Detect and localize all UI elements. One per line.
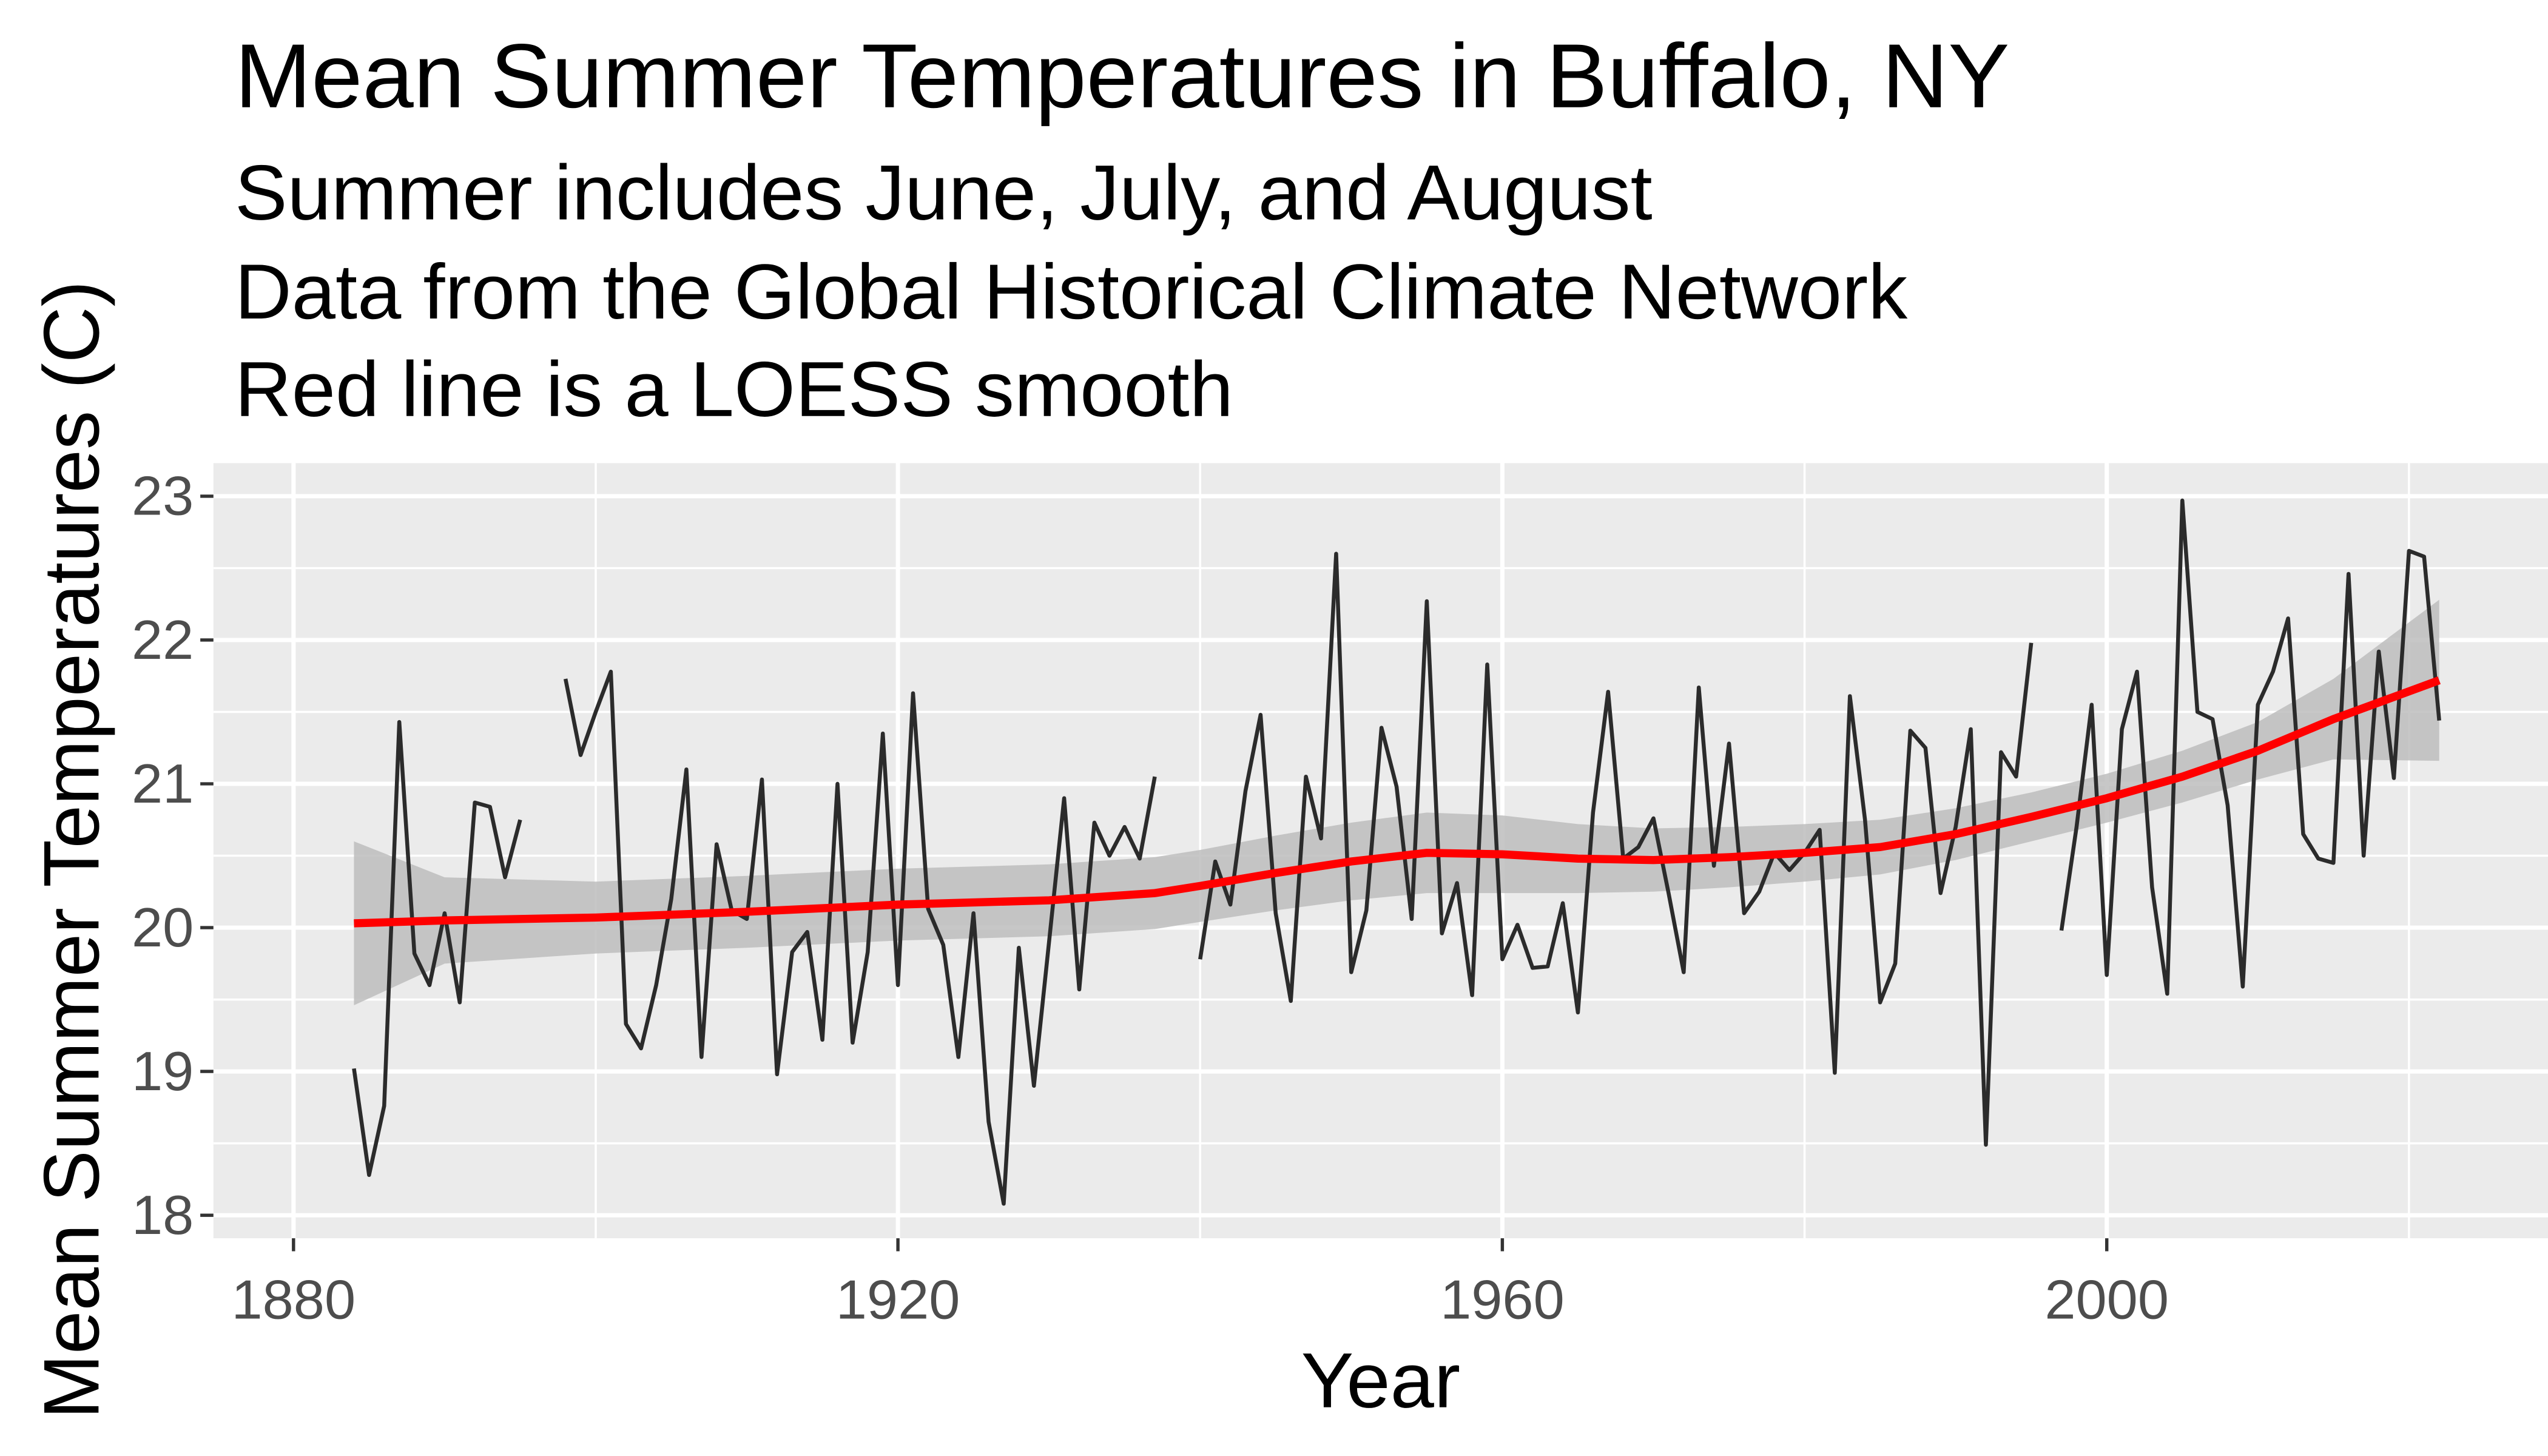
x-tick-label: 2000 <box>2044 1269 2169 1330</box>
data-line <box>352 498 2441 1206</box>
chart-subtitle: Red line is a LOESS smooth <box>235 346 1233 433</box>
y-tick-label: 20 <box>132 897 194 958</box>
y-tick-label: 19 <box>132 1040 194 1102</box>
x-tick-label: 1880 <box>231 1269 356 1330</box>
x-tick-label: 1960 <box>1440 1269 1565 1330</box>
loess-line <box>354 676 2441 928</box>
chart-subtitle: Data from the Global Historical Climate … <box>235 249 1908 335</box>
chart-title: Mean Summer Temperatures in Buffalo, NY <box>235 25 2009 126</box>
y-tick-label: 18 <box>132 1184 194 1245</box>
chart-subtitle: Summer includes June, July, and August <box>235 149 1653 236</box>
grid <box>213 463 2548 1239</box>
y-tick-label: 23 <box>132 465 194 527</box>
y-tick-label: 21 <box>132 753 194 814</box>
x-axis-label: Year <box>1301 1337 1460 1424</box>
x-tick-label: 1920 <box>836 1269 960 1330</box>
y-axis-label: Mean Summer Temperatures (C) <box>28 281 116 1420</box>
y-tick-label: 22 <box>132 609 194 670</box>
